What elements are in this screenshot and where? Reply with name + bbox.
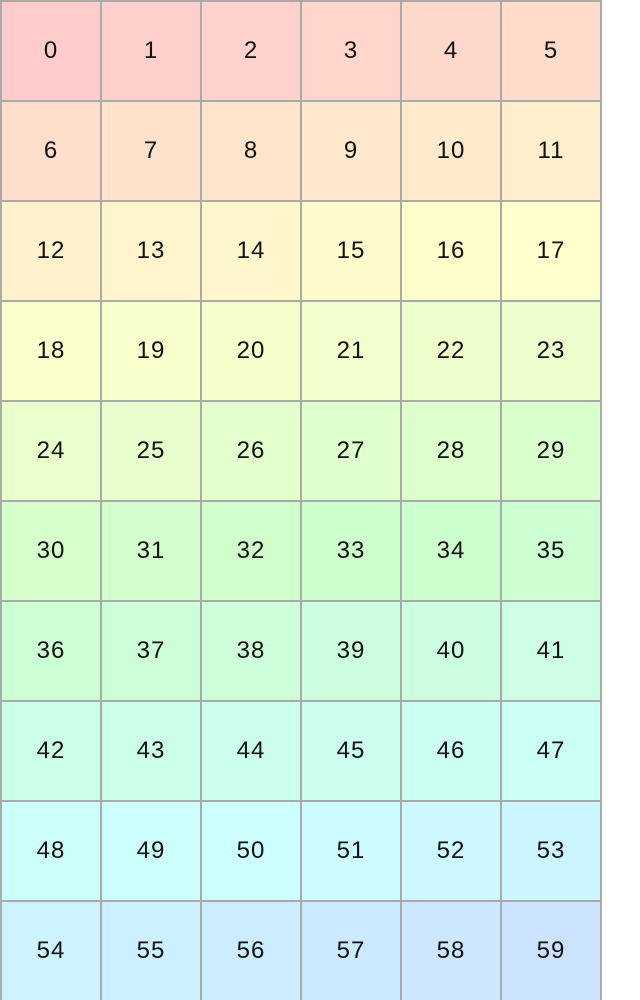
grid-cell: 30: [2, 502, 100, 600]
grid-cell: 31: [102, 502, 200, 600]
grid-cell: 32: [202, 502, 300, 600]
grid-cell: 50: [202, 802, 300, 900]
grid-cell: 13: [102, 202, 200, 300]
grid-cell: 22: [402, 302, 500, 400]
grid-cell: 57: [302, 902, 400, 1000]
grid-cell: 11: [502, 102, 600, 200]
grid-cell: 46: [402, 702, 500, 800]
grid-cell: 33: [302, 502, 400, 600]
grid-cell: 2: [202, 2, 300, 100]
grid-cell: 34: [402, 502, 500, 600]
grid-cell: 7: [102, 102, 200, 200]
grid-cell: 23: [502, 302, 600, 400]
grid-cell: 19: [102, 302, 200, 400]
grid-cell: 15: [302, 202, 400, 300]
grid-cell: 35: [502, 502, 600, 600]
grid-cell: 54: [2, 902, 100, 1000]
grid-cell: 40: [402, 602, 500, 700]
grid-cell: 12: [2, 202, 100, 300]
grid-cell: 45: [302, 702, 400, 800]
grid-cell: 39: [302, 602, 400, 700]
grid-cell: 47: [502, 702, 600, 800]
grid-cell: 14: [202, 202, 300, 300]
grid-cell: 4: [402, 2, 500, 100]
grid-cell: 21: [302, 302, 400, 400]
grid-cell: 55: [102, 902, 200, 1000]
grid-cell: 38: [202, 602, 300, 700]
grid-cell: 10: [402, 102, 500, 200]
grid-cell: 52: [402, 802, 500, 900]
grid-cell: 20: [202, 302, 300, 400]
grid-cell: 16: [402, 202, 500, 300]
grid-cell: 25: [102, 402, 200, 500]
grid-cell: 41: [502, 602, 600, 700]
grid-cell: 5: [502, 2, 600, 100]
grid-cell: 56: [202, 902, 300, 1000]
grid-cell: 26: [202, 402, 300, 500]
grid-cell: 9: [302, 102, 400, 200]
grid-cell: 37: [102, 602, 200, 700]
grid-cell: 48: [2, 802, 100, 900]
grid-cell: 51: [302, 802, 400, 900]
grid-cell: 3: [302, 2, 400, 100]
grid-cell: 8: [202, 102, 300, 200]
grid-cell: 59: [502, 902, 600, 1000]
grid-cell: 44: [202, 702, 300, 800]
grid-cell: 27: [302, 402, 400, 500]
grid-cell: 18: [2, 302, 100, 400]
grid-cell: 0: [2, 2, 100, 100]
number-grid: 0 1 2 3 4 5 6 7 8 9 10 11 12 13 14 15 16 17 18 19 20 21 22 23 24…: [0, 0, 602, 1000]
grid-cell: 53: [502, 802, 600, 900]
grid-cell: 43: [102, 702, 200, 800]
grid-cell: 6: [2, 102, 100, 200]
grid-cell: 42: [2, 702, 100, 800]
grid-cell: 17: [502, 202, 600, 300]
grid-cell: 36: [2, 602, 100, 700]
grid-cell: 58: [402, 902, 500, 1000]
grid-cell: 49: [102, 802, 200, 900]
grid-cell: 28: [402, 402, 500, 500]
grid-cell: 29: [502, 402, 600, 500]
grid-cell: 24: [2, 402, 100, 500]
grid-cell: 1: [102, 2, 200, 100]
